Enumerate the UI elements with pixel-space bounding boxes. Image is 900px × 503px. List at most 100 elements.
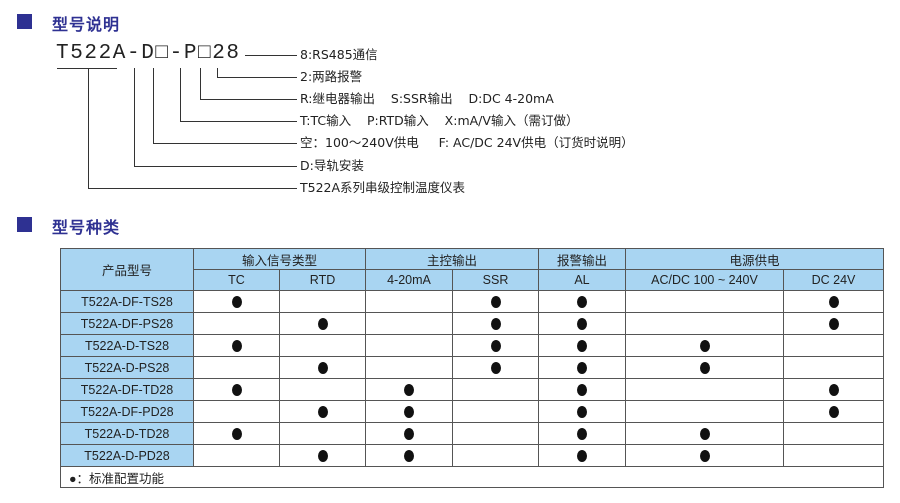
standard-feature-dot-icon (828, 406, 839, 419)
standard-feature-dot-icon (231, 296, 242, 309)
feature-cell (193, 422, 280, 445)
section-title-model-description: 型号说明 (52, 15, 121, 34)
standard-feature-dot-icon (577, 428, 587, 441)
model-cell: T522A-D-TS28 (60, 334, 194, 357)
feature-cell (193, 334, 280, 357)
standard-feature-dot-icon (404, 406, 414, 419)
leader-line-output (200, 68, 297, 100)
feature-cell (452, 400, 539, 423)
table-row: T522A-D-TS28 (60, 334, 884, 357)
standard-feature-dot-icon (231, 340, 242, 353)
feature-cell (365, 444, 453, 467)
header-col: AL (538, 269, 626, 291)
standard-feature-dot-icon (317, 318, 328, 331)
standard-feature-dot-icon (577, 384, 587, 397)
header-col: AC/DC 100 ~ 240V (625, 269, 784, 291)
feature-cell (452, 312, 539, 335)
standard-feature-dot-icon (404, 428, 414, 441)
feature-cell (783, 444, 884, 467)
feature-cell (783, 334, 884, 357)
feature-cell (783, 400, 884, 423)
feature-cell (783, 378, 884, 401)
standard-feature-dot-icon (317, 362, 328, 375)
standard-feature-dot-icon (577, 362, 587, 375)
model-types-table: 产品型号 输入信号类型 主控输出 报警输出 电源供电 TC RTD 4-20mA… (60, 248, 884, 488)
feature-cell (452, 356, 539, 379)
feature-cell (365, 290, 453, 313)
feature-cell (365, 356, 453, 379)
legend-item: 8:RS485通信 (300, 47, 378, 62)
header-col: RTD (279, 269, 366, 291)
standard-feature-dot-icon (699, 340, 710, 353)
feature-cell (625, 400, 784, 423)
feature-cell (365, 422, 453, 445)
feature-cell (193, 290, 280, 313)
standard-feature-dot-icon (577, 318, 587, 331)
header-group-power: 电源供电 (625, 248, 884, 270)
standard-feature-dot-icon (231, 384, 242, 397)
feature-cell (452, 378, 539, 401)
standard-feature-dot-icon (699, 362, 710, 375)
feature-cell (279, 422, 366, 445)
standard-feature-dot-icon (317, 450, 328, 463)
table-row: T522A-DF-TS28 (60, 290, 884, 313)
table-row: T522A-D-PS28 (60, 356, 884, 379)
standard-feature-dot-icon (404, 384, 414, 397)
feature-cell (452, 422, 539, 445)
feature-cell (625, 334, 784, 357)
legend-item: 空：100～240V供电 F: AC/DC 24V供电（订货时说明） (300, 135, 634, 150)
leader-line-series (88, 68, 297, 189)
standard-feature-dot-icon (699, 450, 710, 463)
header-col: SSR (452, 269, 539, 291)
feature-cell (625, 290, 784, 313)
feature-cell (783, 312, 884, 335)
feature-cell (538, 290, 626, 313)
feature-cell (279, 444, 366, 467)
feature-cell (538, 356, 626, 379)
feature-cell (625, 356, 784, 379)
feature-cell (783, 290, 884, 313)
feature-cell (279, 290, 366, 313)
header-model: 产品型号 (60, 248, 194, 291)
leader-lines (57, 55, 297, 189)
legend-item: T:TC输入 P:RTD输入 X:mA/V输入（需订做） (300, 113, 579, 128)
feature-cell (193, 312, 280, 335)
feature-cell (193, 444, 280, 467)
section-marker-icon (17, 217, 32, 232)
feature-cell (783, 356, 884, 379)
model-cell: T522A-DF-PD28 (60, 400, 194, 423)
standard-feature-dot-icon (577, 450, 587, 463)
standard-feature-dot-icon (699, 428, 710, 441)
legend-item: R:继电器输出 S:SSR输出 D:DC 4-20mA (300, 91, 554, 106)
model-cell: T522A-D-PS28 (60, 356, 194, 379)
feature-cell (365, 334, 453, 357)
table-row: T522A-D-PD28 (60, 444, 884, 467)
feature-cell (365, 400, 453, 423)
standard-feature-dot-icon (317, 406, 328, 419)
standard-feature-dot-icon (828, 318, 839, 331)
model-cell: T522A-D-TD28 (60, 422, 194, 445)
feature-cell (625, 422, 784, 445)
standard-feature-dot-icon (577, 406, 587, 419)
feature-cell (625, 444, 784, 467)
model-cell: T522A-DF-TD28 (60, 378, 194, 401)
feature-cell (452, 444, 539, 467)
header-col: TC (193, 269, 280, 291)
standard-feature-dot-icon (231, 428, 242, 441)
standard-feature-dot-icon (577, 296, 587, 309)
model-cell: T522A-D-PD28 (60, 444, 194, 467)
feature-cell (538, 422, 626, 445)
feature-cell (538, 444, 626, 467)
table-row: T522A-DF-TD28 (60, 378, 884, 401)
feature-cell (279, 312, 366, 335)
feature-cell (193, 356, 280, 379)
feature-cell (625, 312, 784, 335)
header-group-input: 输入信号类型 (193, 248, 366, 270)
section-marker-icon (17, 14, 32, 29)
feature-cell (279, 356, 366, 379)
standard-feature-dot-icon (828, 384, 839, 397)
header-group-main-output: 主控输出 (365, 248, 539, 270)
standard-feature-dot-icon (828, 296, 839, 309)
feature-cell (279, 400, 366, 423)
leader-line-mount (134, 68, 297, 167)
